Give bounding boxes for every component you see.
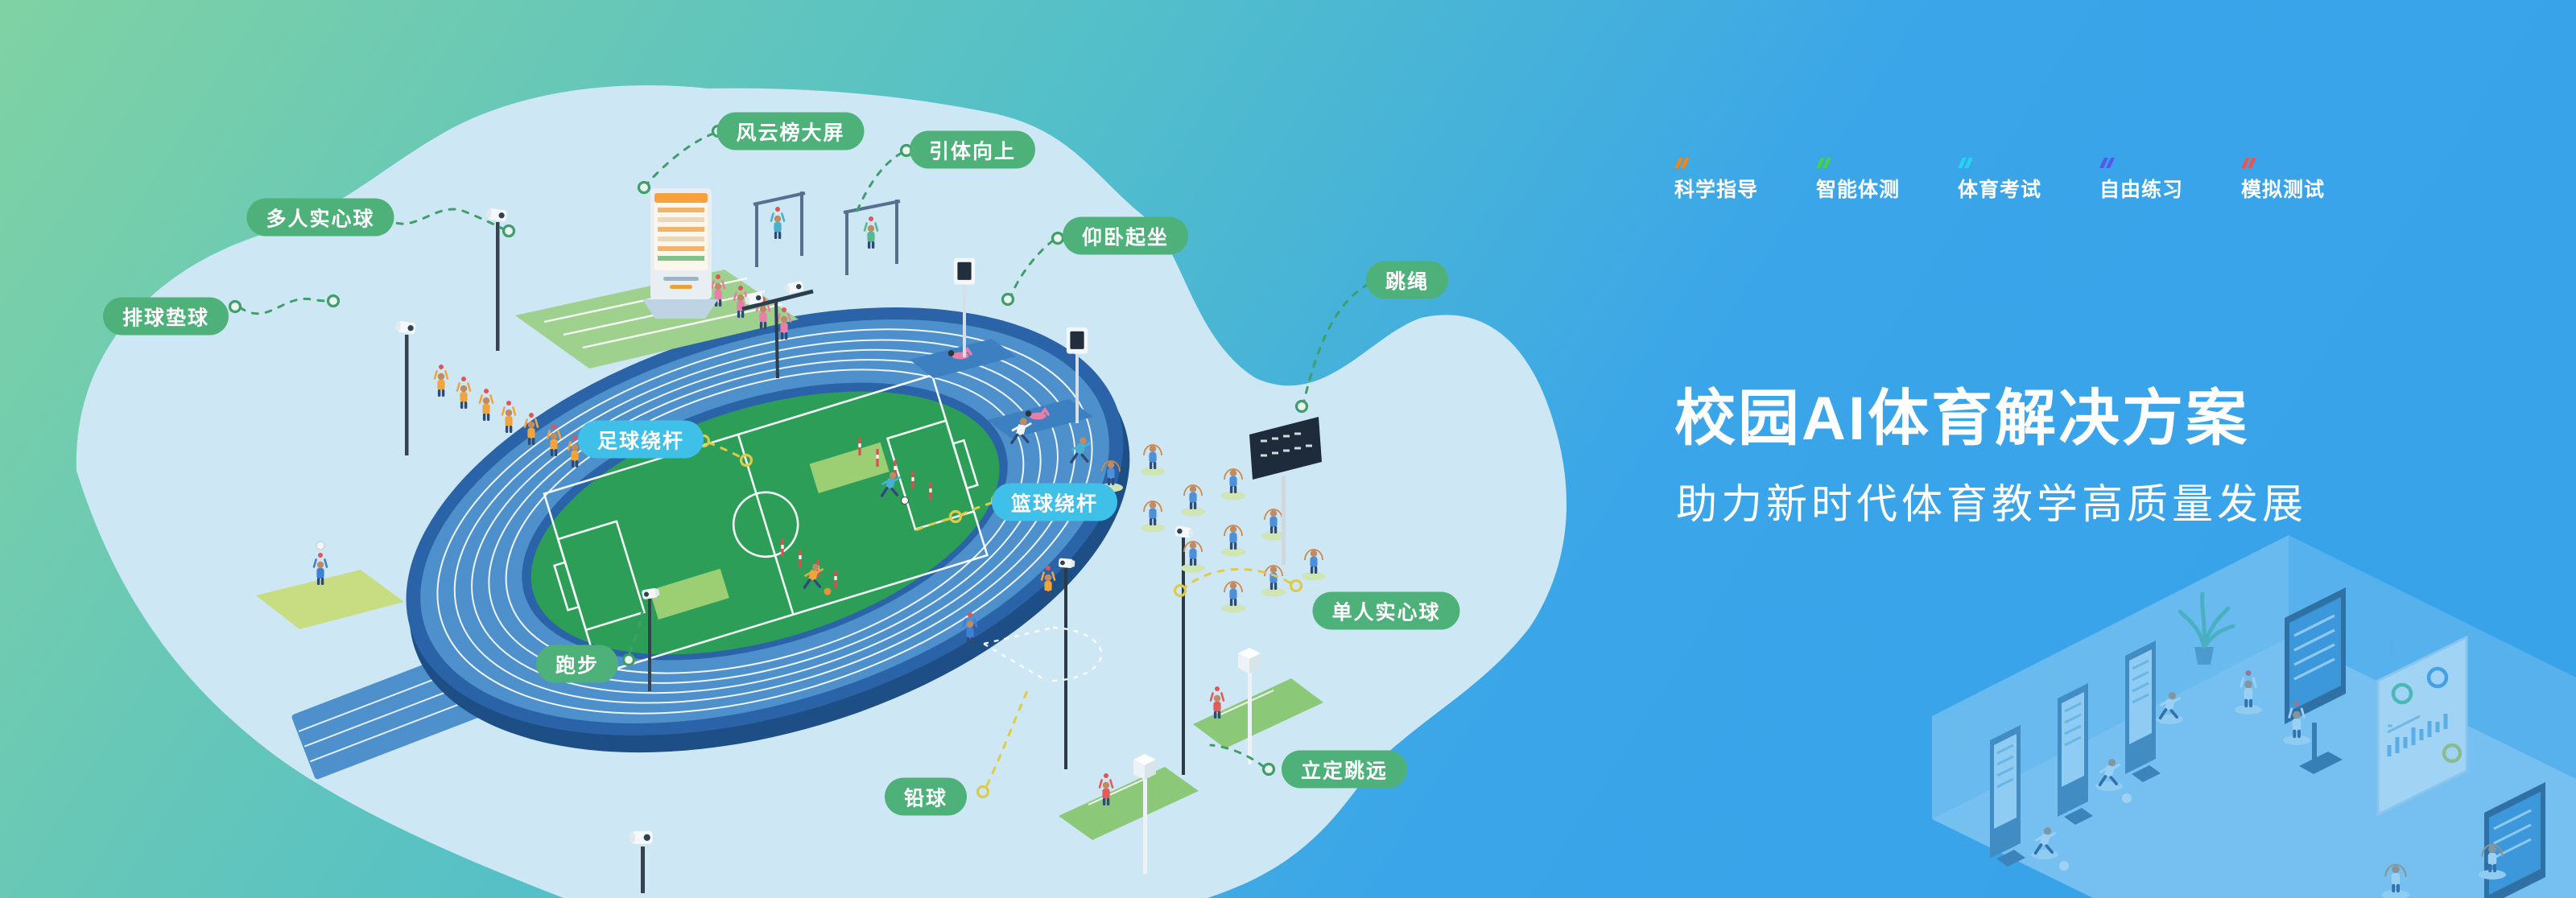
camera-poles [394, 208, 1195, 893]
volleyball-station [256, 541, 404, 629]
room-kiosks [1990, 641, 2161, 867]
connectors-yellow [707, 441, 1291, 787]
nav-item-label: 科学指导 [1674, 179, 1759, 201]
station-label-rope-skipping: 跳绳 [1365, 261, 1449, 299]
double-slash-icon [2241, 158, 2256, 168]
page-title: 校园AI体育解决方案 [1674, 385, 2249, 453]
score-board [1249, 417, 1322, 565]
station-label-volleyball-pass: 排球垫球 [102, 297, 229, 336]
station-label-pull-up: 引体向上 [909, 130, 1036, 169]
room-whiteboard [2376, 635, 2468, 817]
station-label-shot-put: 铅球 [884, 777, 968, 816]
nav-item-mock-test[interactable]: 模拟测试 [2241, 158, 2326, 203]
leaderboard-kiosk [642, 188, 718, 319]
room-screen-right [2484, 782, 2545, 898]
station-label-solo-medicine-ball: 单人实心球 [1312, 591, 1460, 630]
pull-up-station [753, 192, 901, 275]
station-label-standing-long-jump: 立定跳远 [1281, 750, 1408, 789]
finish-camera-rig [741, 280, 814, 379]
station-label-multi-person-medicine-ball: 多人实心球 [246, 198, 394, 237]
station-label-running: 跑步 [535, 645, 619, 683]
room-wall-screen [2285, 587, 2346, 774]
nav-item-sports-exam[interactable]: 体育考试 [1958, 158, 2043, 203]
double-slash-icon [2099, 158, 2115, 168]
nav-item-smart-fitness-test[interactable]: 智能体测 [1816, 158, 1901, 203]
station-label-sit-up: 仰卧起坐 [1062, 216, 1189, 255]
double-slash-icon [1958, 158, 1973, 168]
room-plant [2178, 591, 2235, 665]
station-label-leaderboard-screen: 风云榜大屏 [716, 112, 865, 150]
indoor-room [1932, 535, 2576, 898]
soccer-dribble-station [858, 438, 932, 505]
rope-skipping-station [1099, 417, 1326, 613]
page-subtitle: 助力新时代体育教学高质量发展 [1676, 481, 2308, 527]
nav-item-scientific-guidance[interactable]: 科学指导 [1674, 158, 1760, 203]
station-label-basketball-dribble: 篮球绕杆 [991, 483, 1118, 521]
nav-item-label: 体育考试 [1958, 179, 2042, 201]
room-people [2031, 670, 2506, 898]
nav-item-label: 智能体测 [1816, 179, 1901, 201]
bottom-mats [1059, 648, 1323, 874]
shot-put-station [962, 566, 1103, 682]
feature-nav: 科学指导 智能体测 体育考试 自由练习 模拟测试 [1674, 158, 2326, 203]
nav-item-label: 模拟测试 [2241, 179, 2326, 201]
nav-item-free-practice[interactable]: 自由练习 [2099, 158, 2185, 203]
basketball-dribble-station [781, 539, 837, 595]
double-slash-icon [1674, 158, 1690, 168]
connectors-green [238, 132, 1370, 768]
nav-item-label: 自由练习 [2099, 179, 2184, 201]
station-label-soccer-dribble: 足球绕杆 [577, 420, 704, 459]
double-slash-icon [1816, 158, 1831, 168]
